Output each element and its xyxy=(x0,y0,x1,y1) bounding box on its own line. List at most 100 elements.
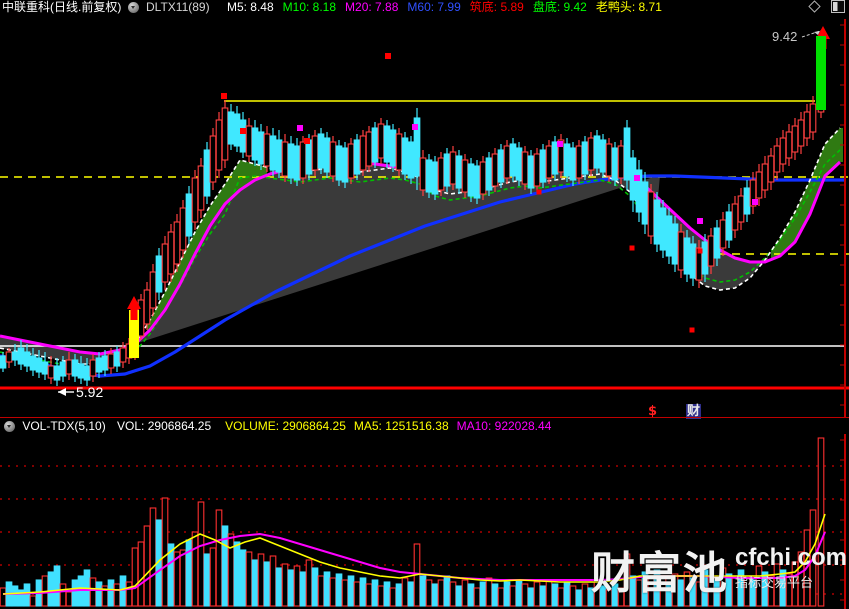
volume-bar[interactable] xyxy=(233,541,241,607)
volume-bar[interactable] xyxy=(533,581,541,607)
buy-arrow-marker[interactable] xyxy=(127,296,141,320)
signal-dot-red[interactable] xyxy=(221,93,227,99)
volume-bar[interactable] xyxy=(53,565,61,607)
volume-bar[interactable] xyxy=(377,585,385,607)
signal-dot-red[interactable] xyxy=(536,189,542,195)
signal-dot[interactable] xyxy=(697,218,703,224)
volume-bar[interactable] xyxy=(347,575,355,607)
volume-bar[interactable] xyxy=(215,509,223,607)
volume-bar[interactable] xyxy=(599,585,607,607)
volume-bar[interactable] xyxy=(527,587,535,607)
volume-bar[interactable] xyxy=(587,587,595,607)
volume-bar[interactable] xyxy=(497,587,505,607)
volume-bar[interactable] xyxy=(257,553,265,607)
volume-bar[interactable] xyxy=(305,559,313,607)
volume-bar[interactable] xyxy=(617,587,625,607)
volume-bar[interactable] xyxy=(341,579,349,607)
volume-bar[interactable] xyxy=(419,575,427,607)
volume-bar[interactable] xyxy=(665,581,673,607)
volume-bar[interactable] xyxy=(713,579,721,607)
volume-bar[interactable] xyxy=(137,541,145,607)
volume-bar[interactable] xyxy=(143,525,151,607)
volume-bar[interactable] xyxy=(539,585,547,607)
volume-bar[interactable] xyxy=(593,581,601,607)
signal-dot-red[interactable] xyxy=(385,53,391,59)
volume-bar[interactable] xyxy=(557,587,565,607)
chevron-down-circle-icon[interactable] xyxy=(127,2,139,13)
price-candlestick-pane[interactable]: 9.42 5.92 xyxy=(0,19,849,417)
volume-bar[interactable] xyxy=(817,437,825,607)
volume-bar[interactable] xyxy=(743,575,751,607)
volume-bar[interactable] xyxy=(263,561,271,607)
volume-bar[interactable] xyxy=(689,577,697,607)
volume-bar[interactable] xyxy=(431,583,439,607)
volume-bar[interactable] xyxy=(311,567,319,607)
volume-bar[interactable] xyxy=(47,571,55,607)
volume-bar[interactable] xyxy=(575,589,583,607)
volume-bar[interactable] xyxy=(293,565,301,607)
signal-dot-red[interactable] xyxy=(629,245,635,251)
chevron-down-circle-icon[interactable] xyxy=(4,421,15,432)
volume-bar[interactable] xyxy=(269,555,277,607)
volume-bar[interactable] xyxy=(779,569,787,607)
volume-bar[interactable] xyxy=(749,579,757,607)
volume-bar[interactable] xyxy=(239,549,247,607)
volume-bar[interactable] xyxy=(131,547,139,607)
volume-bar[interactable] xyxy=(0,587,7,607)
volume-bar[interactable] xyxy=(353,581,361,607)
volume-bar[interactable] xyxy=(503,581,511,607)
volume-bar[interactable] xyxy=(563,581,571,607)
volume-bar[interactable] xyxy=(191,531,199,607)
volume-bar[interactable] xyxy=(731,577,739,607)
volume-bar[interactable] xyxy=(389,587,397,607)
volume-bar[interactable] xyxy=(383,581,391,607)
volume-bar[interactable] xyxy=(509,585,517,607)
volume-bar[interactable] xyxy=(197,501,205,607)
volume-bar[interactable] xyxy=(335,573,343,607)
volume-bar[interactable] xyxy=(443,575,451,607)
volume-bar[interactable] xyxy=(785,573,793,607)
volume-bar[interactable] xyxy=(773,563,781,607)
volume-bar[interactable] xyxy=(629,575,637,607)
volume-bar[interactable] xyxy=(245,551,253,607)
volume-bar[interactable] xyxy=(287,569,295,607)
signal-dot-red[interactable] xyxy=(689,327,695,333)
volume-bar[interactable] xyxy=(425,579,433,607)
volume-bar[interactable] xyxy=(491,583,499,607)
signal-dot[interactable] xyxy=(752,199,758,205)
volume-bar[interactable] xyxy=(113,583,121,607)
volume-bar[interactable] xyxy=(227,533,235,607)
volume-bar[interactable] xyxy=(59,583,67,607)
volume-bar[interactable] xyxy=(161,497,169,607)
volume-bar[interactable] xyxy=(299,571,307,607)
signal-dot[interactable] xyxy=(557,141,563,147)
signal-dot[interactable] xyxy=(634,175,640,181)
volume-bar[interactable] xyxy=(719,567,727,607)
volume-bar[interactable] xyxy=(359,577,367,607)
volume-bar[interactable] xyxy=(755,565,763,607)
signal-dot-red[interactable] xyxy=(697,248,703,254)
volume-bar[interactable] xyxy=(365,583,373,607)
volume-bar[interactable] xyxy=(371,579,379,607)
diamond-icon[interactable] xyxy=(807,0,821,13)
volume-bar[interactable] xyxy=(707,575,715,607)
indicator-name-label[interactable]: DLTX11(89) xyxy=(146,0,210,14)
volume-bar[interactable] xyxy=(95,581,103,607)
volume-bar[interactable] xyxy=(179,549,187,607)
volume-bar[interactable] xyxy=(521,583,529,607)
volume-bar[interactable] xyxy=(611,583,619,607)
volume-bar[interactable] xyxy=(437,579,445,607)
volume-bar[interactable] xyxy=(569,585,577,607)
volume-bar[interactable] xyxy=(677,579,685,607)
volume-bar[interactable] xyxy=(647,577,655,607)
volume-bar[interactable] xyxy=(125,581,133,607)
volume-bar[interactable] xyxy=(29,595,37,607)
volume-bar[interactable] xyxy=(395,583,403,607)
volume-bar[interactable] xyxy=(209,547,217,607)
split-pane-icon[interactable] xyxy=(831,0,845,13)
volume-bar[interactable] xyxy=(323,571,331,607)
volume-bar[interactable] xyxy=(275,567,283,607)
volume-bar[interactable] xyxy=(107,579,115,607)
signal-dot[interactable] xyxy=(412,124,418,130)
volume-bar[interactable] xyxy=(725,573,733,607)
